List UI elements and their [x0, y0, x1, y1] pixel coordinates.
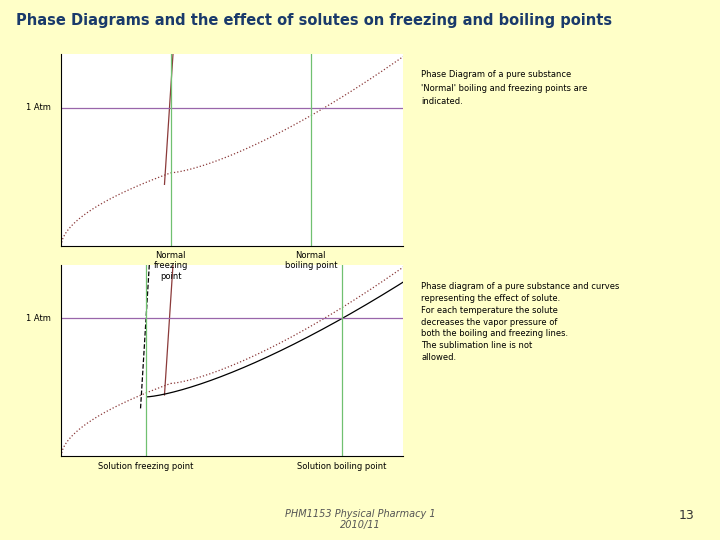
- Text: Solution freezing point: Solution freezing point: [99, 462, 194, 471]
- Text: Normal
boiling point: Normal boiling point: [284, 251, 337, 271]
- Text: allowed.: allowed.: [421, 353, 456, 362]
- Text: Normal
freezing
point: Normal freezing point: [153, 251, 188, 281]
- Text: 'Normal' boiling and freezing points are: 'Normal' boiling and freezing points are: [421, 84, 588, 93]
- Text: Phase diagram of a pure substance and curves: Phase diagram of a pure substance and cu…: [421, 282, 620, 291]
- Text: 1 Atm: 1 Atm: [26, 314, 51, 323]
- Text: Phase Diagrams and the effect of solutes on freezing and boiling points: Phase Diagrams and the effect of solutes…: [16, 14, 612, 29]
- Text: PHM1153 Physical Pharmacy 1
2010/11: PHM1153 Physical Pharmacy 1 2010/11: [284, 509, 436, 530]
- Text: Phase Diagram of a pure substance: Phase Diagram of a pure substance: [421, 70, 572, 79]
- Text: both the boiling and freezing lines.: both the boiling and freezing lines.: [421, 329, 568, 339]
- Text: For each temperature the solute: For each temperature the solute: [421, 306, 558, 315]
- Text: 1 Atm: 1 Atm: [26, 103, 51, 112]
- Text: decreases the vapor pressure of: decreases the vapor pressure of: [421, 318, 557, 327]
- Text: 13: 13: [679, 509, 695, 522]
- Text: indicated.: indicated.: [421, 97, 463, 106]
- Text: Solution boiling point: Solution boiling point: [297, 462, 387, 471]
- Text: representing the effect of solute.: representing the effect of solute.: [421, 294, 560, 303]
- Text: The sublimation line is not: The sublimation line is not: [421, 341, 533, 350]
